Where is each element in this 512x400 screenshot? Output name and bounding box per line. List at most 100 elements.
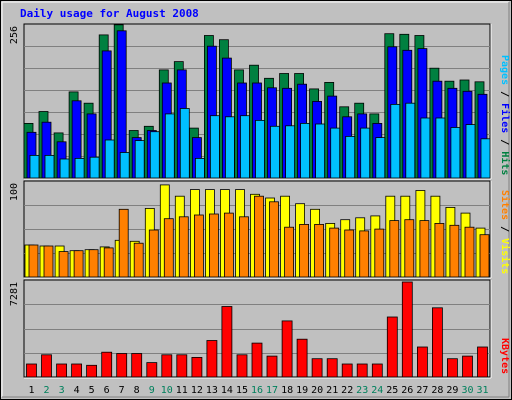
bar-kbytes-day-26 (401, 281, 413, 378)
legend-sites-visits: Sites / Visits (499, 190, 511, 274)
legend-kbytes: KBytes (499, 338, 510, 374)
bar-pages-day-12 (194, 157, 205, 179)
x-tick-label: 25 (386, 385, 398, 396)
legend-entry: Pages (499, 55, 510, 85)
bar-pages-day-31 (480, 138, 491, 179)
legend-entry: / (499, 220, 510, 238)
x-tick-label: 10 (161, 385, 173, 396)
bar-kbytes-day-4 (71, 363, 82, 378)
y-max-label: 100 (9, 183, 20, 201)
x-tick-label: 30 (461, 385, 473, 396)
bar-kbytes-day-6 (101, 351, 113, 378)
bar-sites-day-14 (223, 212, 234, 278)
bar-sites-day-29 (449, 224, 460, 278)
bar-pages-day-5 (89, 156, 100, 179)
bar-pages-day-7 (119, 152, 130, 179)
bar-kbytes-day-3 (56, 363, 67, 378)
legend-entry: Hits (499, 151, 511, 175)
bar-pages-day-26 (405, 102, 416, 179)
bar-sites-day-19 (299, 223, 310, 278)
bar-pages-day-23 (360, 127, 371, 179)
bar-kbytes-day-25 (386, 316, 398, 378)
legend-entry: / (499, 85, 510, 103)
legend-entry: Sites (499, 190, 511, 220)
bars-sites-visits (24, 184, 490, 278)
bar-pages-day-19 (300, 123, 311, 179)
legend-pages-files-hits: Pages / Files / Hits (499, 55, 511, 175)
x-tick-label: 13 (206, 385, 218, 396)
x-tick-label: 20 (311, 385, 323, 396)
bar-sites-day-22 (344, 229, 355, 278)
x-tick-label: 18 (281, 385, 293, 396)
bar-sites-day-8 (133, 242, 144, 278)
bar-kbytes-day-21 (326, 358, 338, 378)
bar-sites-day-30 (464, 226, 475, 278)
bar-kbytes-day-15 (236, 354, 248, 378)
x-tick-label: 15 (236, 385, 248, 396)
bar-pages-day-1 (29, 154, 40, 179)
bar-sites-day-26 (404, 219, 415, 278)
x-tick-label: 29 (446, 385, 458, 396)
bar-pages-day-30 (465, 124, 476, 179)
bar-kbytes-day-5 (86, 364, 97, 378)
bars-pages-files-hits (23, 24, 491, 179)
bar-pages-day-10 (164, 113, 175, 179)
x-tick-label: 27 (416, 385, 428, 396)
bar-pages-day-25 (390, 104, 401, 179)
x-tick-label: 12 (191, 385, 203, 396)
bar-sites-day-24 (374, 228, 385, 278)
bar-pages-day-3 (59, 158, 70, 179)
bar-pages-day-22 (345, 135, 356, 179)
bar-pages-day-27 (420, 117, 431, 179)
bar-pages-day-20 (315, 123, 326, 179)
legend-entry: / (499, 133, 510, 151)
bar-pages-day-18 (285, 125, 296, 179)
x-tick-label: 11 (176, 385, 188, 396)
bar-kbytes-day-23 (356, 363, 368, 378)
x-tick-label: 23 (356, 385, 368, 396)
x-tick-label: 16 (251, 385, 263, 396)
legend-entry: Visits (499, 238, 511, 274)
bar-sites-day-31 (479, 234, 490, 278)
bar-kbytes-day-27 (416, 346, 428, 378)
bar-sites-day-10 (163, 218, 174, 278)
bar-sites-day-4 (73, 250, 84, 278)
bar-sites-day-9 (148, 229, 159, 278)
bar-kbytes-day-31 (477, 346, 488, 378)
bar-kbytes-day-20 (311, 358, 323, 378)
bar-pages-day-28 (435, 117, 446, 179)
bar-kbytes-day-8 (131, 353, 143, 378)
x-tick-label: 5 (89, 385, 95, 396)
bar-pages-day-4 (74, 157, 85, 179)
bar-sites-day-6 (103, 247, 114, 278)
bar-pages-day-9 (149, 131, 160, 179)
x-tick-label: 31 (476, 385, 488, 396)
x-tick-label: 7 (119, 385, 125, 396)
x-tick-label: 24 (371, 385, 383, 396)
bar-sites-day-11 (178, 216, 189, 278)
bar-kbytes-day-28 (431, 307, 443, 378)
bar-sites-day-20 (314, 223, 325, 278)
bar-kbytes-day-14 (221, 306, 233, 378)
bar-sites-day-13 (208, 213, 219, 278)
y-max-label: 7281 (9, 282, 20, 306)
bar-kbytes-day-19 (296, 338, 308, 378)
bar-sites-day-28 (434, 222, 445, 278)
legend-entry: KBytes (499, 338, 510, 374)
bar-kbytes-day-10 (161, 354, 173, 378)
x-tick-label: 8 (134, 385, 140, 396)
bar-sites-day-5 (88, 249, 99, 278)
x-tick-label: 6 (104, 385, 110, 396)
y-max-label: 256 (9, 26, 20, 44)
bar-sites-day-15 (239, 216, 249, 278)
bar-kbytes-day-12 (191, 356, 203, 378)
bar-sites-day-21 (329, 227, 340, 278)
x-tick-label: 21 (326, 385, 338, 396)
bar-kbytes-day-22 (341, 363, 353, 378)
x-tick-label: 2 (43, 385, 49, 396)
bar-pages-day-15 (240, 115, 250, 179)
bar-sites-day-2 (43, 245, 54, 278)
x-tick-label: 1 (28, 385, 34, 396)
bar-sites-day-27 (419, 220, 430, 278)
